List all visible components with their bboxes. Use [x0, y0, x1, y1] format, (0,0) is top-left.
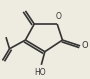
- Text: HO: HO: [35, 68, 46, 77]
- Text: O: O: [81, 41, 88, 50]
- Text: O: O: [55, 12, 61, 21]
